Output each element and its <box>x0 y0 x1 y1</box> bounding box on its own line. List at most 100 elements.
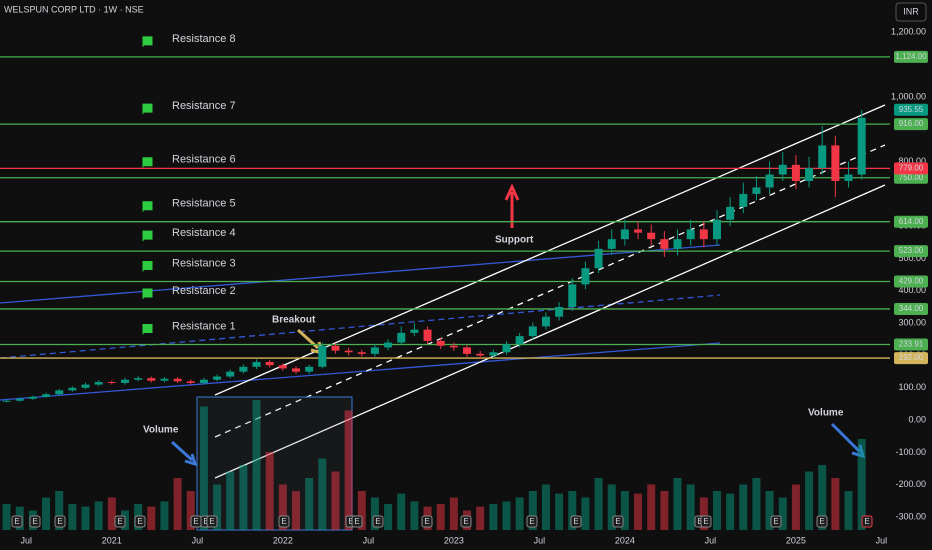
level-name: Resistance 3 <box>172 257 236 269</box>
candle-body <box>55 390 64 395</box>
candle-body <box>173 378 182 382</box>
annotation: Breakout <box>272 315 316 326</box>
x-tick-label: Jul <box>21 535 33 545</box>
earnings-marker-box <box>206 515 218 528</box>
volume-bar <box>173 478 182 530</box>
candles <box>2 109 866 403</box>
y-tick-label: 0.00 <box>908 414 926 424</box>
candle-body <box>805 168 814 181</box>
x-tick-label: 2024 <box>615 535 635 545</box>
candle-body <box>318 345 327 367</box>
earnings-marker-box <box>612 515 624 528</box>
flag <box>142 324 153 335</box>
volume-bar <box>673 478 682 530</box>
volume-bar <box>805 471 814 530</box>
price-label-box <box>894 50 928 63</box>
price-label: 429.00 <box>899 277 924 286</box>
price-label: 1,124.00 <box>895 52 927 61</box>
candle-body <box>594 248 603 269</box>
candle-body <box>42 394 51 397</box>
volume-bar <box>305 478 314 530</box>
volume-bar <box>857 439 866 530</box>
price-label: 935.55 <box>899 105 924 114</box>
volume-bar <box>712 491 721 530</box>
level-name: Resistance 1 <box>172 320 236 332</box>
candle-body <box>370 347 379 354</box>
flag <box>142 288 153 299</box>
price-label: 614.00 <box>899 217 924 226</box>
candle-body <box>712 219 721 240</box>
volume-bar <box>502 501 511 530</box>
volume-bar <box>436 504 445 530</box>
x-tick-label: Jul <box>534 535 546 545</box>
volume-bar <box>739 484 748 530</box>
price-label-box <box>894 338 928 351</box>
y-tick-label: 300.00 <box>898 318 926 328</box>
volume-bar <box>199 406 208 530</box>
currency-button[interactable] <box>895 2 927 22</box>
candle-body <box>186 381 195 383</box>
flag <box>142 157 153 168</box>
earnings-marker: E <box>773 517 778 526</box>
candle-body <box>647 232 656 240</box>
volume-bar <box>581 497 590 530</box>
price-label-box <box>894 245 928 258</box>
volume-bar <box>568 491 577 530</box>
trend-line <box>0 294 721 359</box>
x-tick-label: 2023 <box>444 535 464 545</box>
volume-bar <box>634 493 643 530</box>
currency[interactable]: INR <box>903 6 919 16</box>
earnings-marker: E <box>14 517 19 526</box>
candle-body <box>226 371 235 377</box>
earnings-marker-box <box>421 515 433 528</box>
volume-bar <box>94 501 103 530</box>
x-tick-label: 2022 <box>273 535 293 545</box>
candle-body <box>94 381 103 385</box>
volume-bar <box>107 497 116 530</box>
volume-bar <box>831 478 840 530</box>
candle-body <box>81 384 90 388</box>
x-tick-label: Jul <box>705 535 717 545</box>
earnings-marker: E <box>354 517 359 526</box>
volume-bar <box>607 484 616 530</box>
symbol: WELSPUN CORP LTD · 1W · NSE <box>4 4 144 14</box>
earnings-marker-box <box>700 515 712 528</box>
earnings-marker-box <box>570 515 582 528</box>
candle-body <box>555 307 564 317</box>
volume-bar <box>55 491 64 530</box>
price-label-box <box>894 103 928 116</box>
price-label-box <box>894 162 928 175</box>
volume-bar <box>384 504 393 530</box>
candle-body <box>28 396 37 399</box>
earnings-marker-box <box>134 515 146 528</box>
candle-body <box>278 365 287 369</box>
candle-body <box>541 316 550 327</box>
earnings-marker-box <box>114 515 126 528</box>
annotation: Volume <box>808 408 844 419</box>
annotation: Support <box>495 235 534 246</box>
level-name: Resistance 2 <box>172 285 236 297</box>
flag <box>142 201 153 212</box>
volume-bar <box>660 491 669 530</box>
earnings-marker: E <box>529 517 534 526</box>
candle-body <box>134 378 143 380</box>
earnings-marker: E <box>573 517 578 526</box>
candle-body <box>423 329 432 341</box>
candle-body <box>778 164 787 175</box>
volume-bar <box>252 400 261 530</box>
volume-bar <box>226 471 235 530</box>
earnings-marker-box <box>351 515 363 528</box>
earnings-marker-box <box>278 515 290 528</box>
arrow <box>170 440 198 467</box>
candle-body <box>463 347 472 354</box>
candle-body <box>147 378 156 381</box>
volume-bar <box>318 458 327 530</box>
volume-bar <box>489 504 498 530</box>
y-tick-label: 400.00 <box>898 285 926 295</box>
volume-bar <box>791 484 800 530</box>
candle-body <box>331 345 340 351</box>
candle-body <box>160 378 169 381</box>
candle-body <box>607 239 616 249</box>
level-name: Resistance 5 <box>172 198 236 210</box>
y-tick-label: -300.00 <box>895 511 926 521</box>
